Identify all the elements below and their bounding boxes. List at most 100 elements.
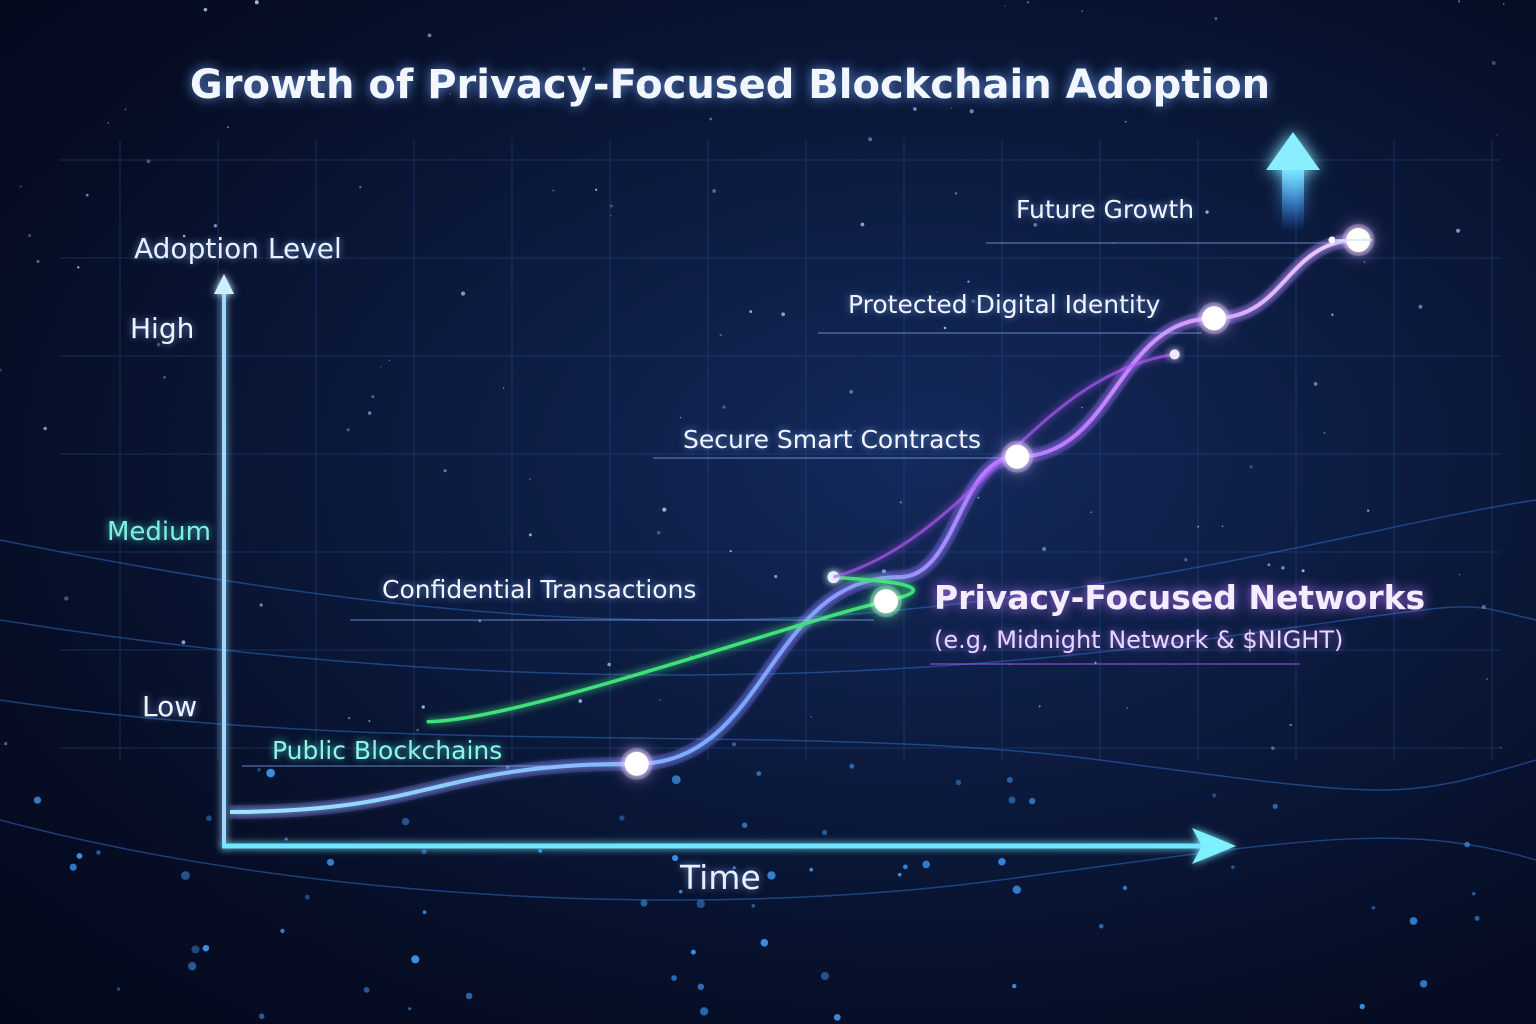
star (860, 222, 865, 227)
network-node (760, 938, 769, 947)
star (1418, 304, 1423, 309)
star (1033, 222, 1038, 227)
network-node (76, 853, 83, 859)
star (107, 121, 110, 124)
star (388, 359, 391, 362)
star (1363, 260, 1366, 263)
network-node (1012, 885, 1022, 894)
star (380, 366, 382, 368)
star (77, 266, 80, 269)
milestone-node (624, 751, 649, 776)
star (1313, 381, 1318, 386)
milestone-label-confidential-transactions: Confidential Transactions (382, 575, 697, 604)
star (181, 640, 186, 645)
star (4, 742, 8, 746)
star (899, 500, 903, 504)
star (1289, 723, 1292, 727)
network-node (187, 962, 197, 971)
star (1366, 509, 1370, 512)
network-node (326, 858, 335, 866)
star (722, 405, 726, 409)
star (146, 159, 151, 164)
star (943, 326, 947, 330)
star (1126, 707, 1128, 709)
y-tick-medium: Medium (107, 517, 211, 547)
network-node (849, 763, 855, 769)
star (1496, 134, 1498, 136)
series-label-name: Privacy-Focused Networks (934, 578, 1426, 617)
network-node (266, 768, 275, 778)
star (1301, 569, 1305, 573)
network-node (1008, 796, 1016, 804)
network-node (699, 1007, 709, 1016)
network-node (1474, 915, 1480, 921)
star (595, 188, 598, 191)
star (203, 7, 208, 12)
star (259, 603, 263, 607)
network-node (1122, 885, 1128, 891)
star (1481, 604, 1486, 610)
network-node (1464, 841, 1470, 848)
star (371, 395, 375, 399)
star (1323, 431, 1326, 434)
star (1249, 465, 1253, 469)
y-axis (214, 274, 234, 848)
star (520, 77, 524, 82)
network-node (401, 817, 410, 826)
star (950, 107, 953, 109)
star (1456, 228, 1461, 233)
y-axis-label: Adoption Level (134, 232, 342, 265)
network-node (679, 889, 683, 894)
star (1197, 525, 1200, 528)
plot-area (229, 224, 1375, 819)
network-node (1231, 865, 1235, 869)
star (359, 186, 362, 189)
star (1486, 678, 1489, 680)
network-node (671, 775, 681, 785)
star (731, 742, 737, 747)
star (502, 387, 505, 389)
star (36, 259, 40, 264)
star (0, 368, 2, 372)
star (156, 342, 161, 347)
milestone-label-protected-digital-identity: Protected Digital Identity (848, 290, 1161, 319)
series-label-example: (e.g, Midnight Network & $NIGHT) (934, 626, 1344, 654)
network-node (767, 871, 776, 880)
star (658, 698, 661, 701)
future-growth-dot (1328, 236, 1336, 244)
star (1458, 573, 1461, 576)
series-glow (229, 233, 1359, 819)
star (64, 596, 69, 601)
network-node (1006, 776, 1013, 783)
network-node (258, 1013, 265, 1020)
star (582, 67, 586, 71)
network-node (897, 872, 902, 877)
network-node (751, 903, 756, 908)
network-node (690, 949, 696, 955)
star (427, 33, 432, 38)
x-axis-arrowhead (1192, 828, 1236, 864)
star (1221, 525, 1224, 528)
star (461, 291, 466, 296)
network-node (672, 854, 679, 862)
network-node (280, 928, 285, 934)
star (679, 416, 682, 419)
network-wave (0, 819, 1536, 901)
network-node (422, 910, 427, 915)
star (421, 705, 425, 709)
star (1081, 406, 1083, 409)
network-node (902, 864, 908, 870)
network-node (1359, 1003, 1365, 1010)
star (607, 662, 611, 667)
network-node (408, 1007, 412, 1011)
star (1331, 313, 1334, 316)
star (609, 204, 613, 208)
network-node (284, 837, 288, 841)
star (969, 109, 974, 114)
star (19, 185, 22, 188)
star (1205, 210, 1209, 214)
star (528, 533, 532, 537)
star (1458, 0, 1461, 3)
star (85, 193, 89, 197)
